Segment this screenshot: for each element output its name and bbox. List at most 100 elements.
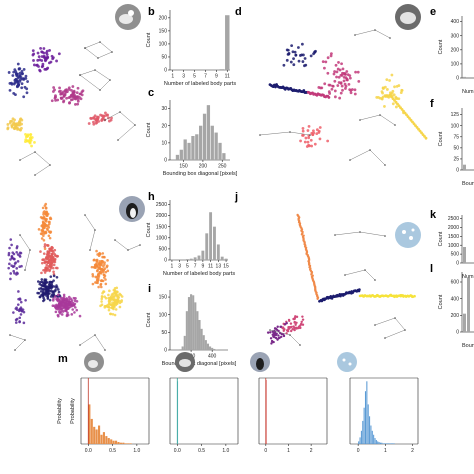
keypoint	[374, 324, 376, 326]
embedding-point	[347, 83, 351, 86]
embedding-point	[18, 316, 22, 320]
embedding-point	[331, 84, 335, 88]
x-tick-label: 200	[199, 164, 208, 170]
keypoint	[34, 151, 36, 153]
embedding-point	[41, 229, 45, 232]
histogram-bar	[219, 69, 225, 70]
histogram-bar	[183, 139, 187, 160]
embedding-point	[67, 295, 71, 299]
embedding-point	[46, 292, 50, 295]
embedding-point	[22, 68, 26, 71]
probability-histogram-penguin: 0 1 2	[258, 377, 328, 454]
embedding-point	[290, 44, 294, 48]
embedding-point	[13, 271, 16, 275]
embedding-point	[32, 59, 35, 62]
embedding-point	[25, 87, 29, 91]
x-tick-label: 5	[186, 264, 189, 270]
embedding-point	[69, 300, 73, 304]
histogram-bar	[189, 258, 193, 260]
embedding-point	[342, 72, 346, 75]
embedding-point	[38, 295, 42, 299]
embedding-point	[307, 143, 310, 147]
embedding-point	[49, 295, 53, 298]
embedding-point	[102, 269, 106, 272]
embedding-point	[12, 311, 15, 314]
embedding-point	[280, 335, 283, 338]
embedding-point	[350, 88, 354, 91]
embedding-point	[92, 122, 96, 126]
embedding-point	[17, 67, 21, 71]
embedding-point	[333, 79, 337, 83]
y-tick-label: 500	[159, 246, 168, 252]
x-tick-label: 3	[178, 264, 181, 270]
embedding-point	[64, 304, 68, 307]
probability-bar	[369, 416, 371, 444]
x-axis-label: Bound	[462, 181, 474, 187]
embedding-point	[16, 303, 20, 306]
embedding-point	[26, 80, 29, 83]
embedding-point	[48, 268, 51, 272]
keypoint	[117, 139, 119, 141]
embedding-point	[345, 70, 349, 73]
embedding-point	[303, 140, 307, 144]
probability-bar	[102, 432, 105, 444]
embedding-point	[59, 310, 63, 314]
embedding-point	[40, 237, 44, 240]
embedding-point	[292, 57, 295, 61]
embedding-point	[303, 64, 306, 68]
embedding-point	[274, 332, 278, 335]
x-tick-label: 1	[171, 74, 174, 80]
embedding-point	[341, 88, 344, 92]
embedding-point	[289, 60, 293, 64]
x-tick-label: 0.5	[109, 448, 116, 454]
keypoint	[259, 134, 261, 136]
embedding-point	[24, 74, 28, 78]
probability-bar	[110, 439, 113, 444]
embedding-point	[36, 280, 40, 283]
probability-bar	[115, 440, 118, 444]
embedding-point	[97, 119, 101, 123]
embedding-point	[377, 96, 380, 99]
keypoint	[94, 229, 96, 231]
embedding-point	[100, 300, 103, 303]
embedding-point	[46, 244, 50, 247]
probability-bar	[392, 443, 394, 444]
keypoint	[334, 234, 336, 236]
embedding-point	[53, 248, 57, 252]
embedding-point	[301, 133, 304, 137]
embedding-point	[51, 266, 55, 270]
embedding-point	[101, 114, 105, 118]
embedding-point	[40, 278, 44, 281]
y-tick-label: 2000	[448, 225, 459, 231]
embedding-point	[97, 285, 100, 289]
embedding-point	[310, 144, 314, 148]
keypoint	[299, 344, 301, 346]
embedding-point	[295, 315, 299, 319]
embedding-point	[300, 42, 304, 46]
histogram-bar	[463, 164, 466, 170]
probability-bar	[105, 436, 108, 444]
embedding-point	[96, 274, 100, 277]
x-tick-label: 1.0	[222, 448, 229, 454]
embedding-point	[43, 243, 47, 246]
embedding-point	[53, 257, 57, 261]
embedding-point	[272, 340, 275, 344]
embedding-point	[45, 224, 49, 228]
embedding-point	[108, 301, 111, 304]
embedding-point	[413, 294, 416, 298]
embedding-point	[100, 119, 104, 123]
x-tick-label: 2	[411, 448, 414, 454]
embedding-point	[13, 81, 17, 85]
embedding-point	[43, 58, 47, 62]
keypoint	[24, 339, 26, 341]
embedding-point	[299, 139, 302, 143]
y-tick-label: 25	[453, 157, 459, 163]
probability-bar	[122, 442, 125, 444]
keypoint	[94, 69, 96, 71]
embedding-point	[96, 269, 99, 273]
embedding-point	[114, 303, 118, 307]
embedding-point	[70, 93, 74, 97]
x-axis-label: Bounding box diagonal [pixels]	[162, 361, 237, 367]
embedding-point	[385, 94, 389, 97]
pose-skeleton	[19, 151, 51, 176]
